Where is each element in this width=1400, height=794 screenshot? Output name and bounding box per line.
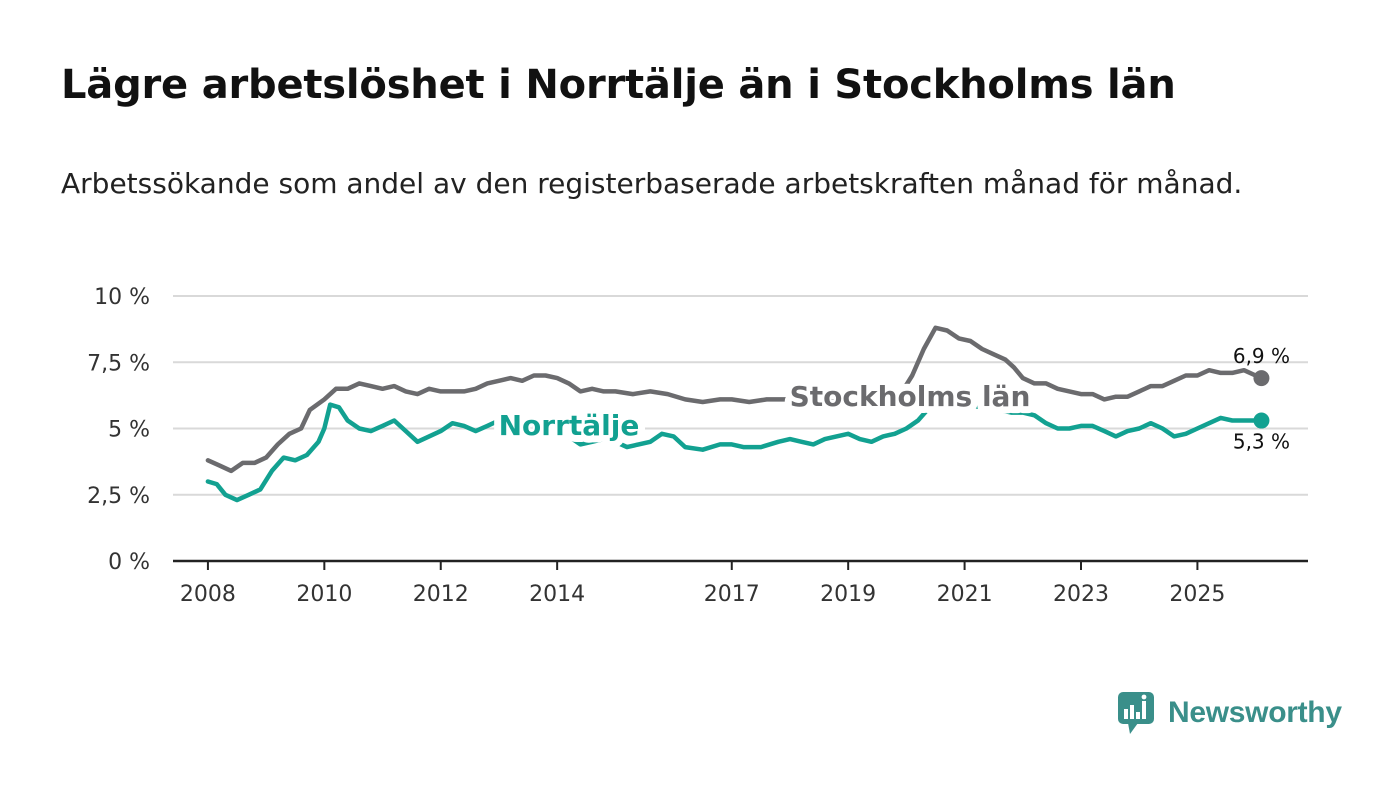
chart-title: Lägre arbetslöshet i Norrtälje än i Stoc… (61, 62, 1176, 108)
newsworthy-logo[interactable]: Newsworthy (1118, 690, 1342, 736)
y-tick-label: 10 % (94, 285, 150, 310)
end-value-label: 6,9 % (1233, 344, 1290, 368)
x-tick-label: 2023 (1053, 582, 1109, 607)
end-value-label: 5,3 % (1233, 430, 1290, 454)
x-tick-label: 2010 (296, 582, 352, 607)
x-tick-label: 2012 (413, 582, 469, 607)
stockholm-end-dot (1253, 370, 1270, 387)
x-tick-label: 2008 (180, 582, 236, 607)
y-tick-label: 5 % (108, 418, 150, 443)
bar-chart-bubble-icon (1118, 692, 1154, 734)
series-line-stockholm (205, 325, 1264, 474)
series-direct-label: Stockholms län (790, 380, 1031, 413)
y-tick-label: 7,5 % (87, 351, 150, 376)
series-labels: 6,9 % Stockholms län 5,3 % Norrtälje (492, 344, 1290, 454)
series-direct-label: Norrtälje (499, 409, 640, 442)
axes: 0 % 2,5 % 5 % 7,5 % 10 % 2008 2010 2012 2014 2017… (87, 285, 1308, 607)
x-tick-label: 2014 (529, 582, 585, 607)
norrtalje-end-dot (1253, 412, 1270, 429)
x-tick-label: 2017 (704, 582, 760, 607)
grid-lines (173, 295, 1308, 496)
x-tick-label: 2021 (937, 582, 993, 607)
y-tick-label: 0 % (108, 550, 150, 575)
series-line-norrtalje (205, 399, 1264, 503)
y-tick-label: 2,5 % (87, 484, 150, 509)
x-tick-label: 2019 (820, 582, 876, 607)
series-lines (205, 325, 1264, 503)
chart-subtitle: Arbetssökande som andel av den registerb… (61, 167, 1243, 200)
x-tick-label: 2025 (1169, 582, 1225, 607)
brand-name: Newsworthy (1168, 696, 1342, 729)
